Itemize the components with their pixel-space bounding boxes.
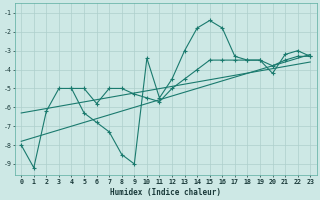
X-axis label: Humidex (Indice chaleur): Humidex (Indice chaleur) (110, 188, 221, 197)
